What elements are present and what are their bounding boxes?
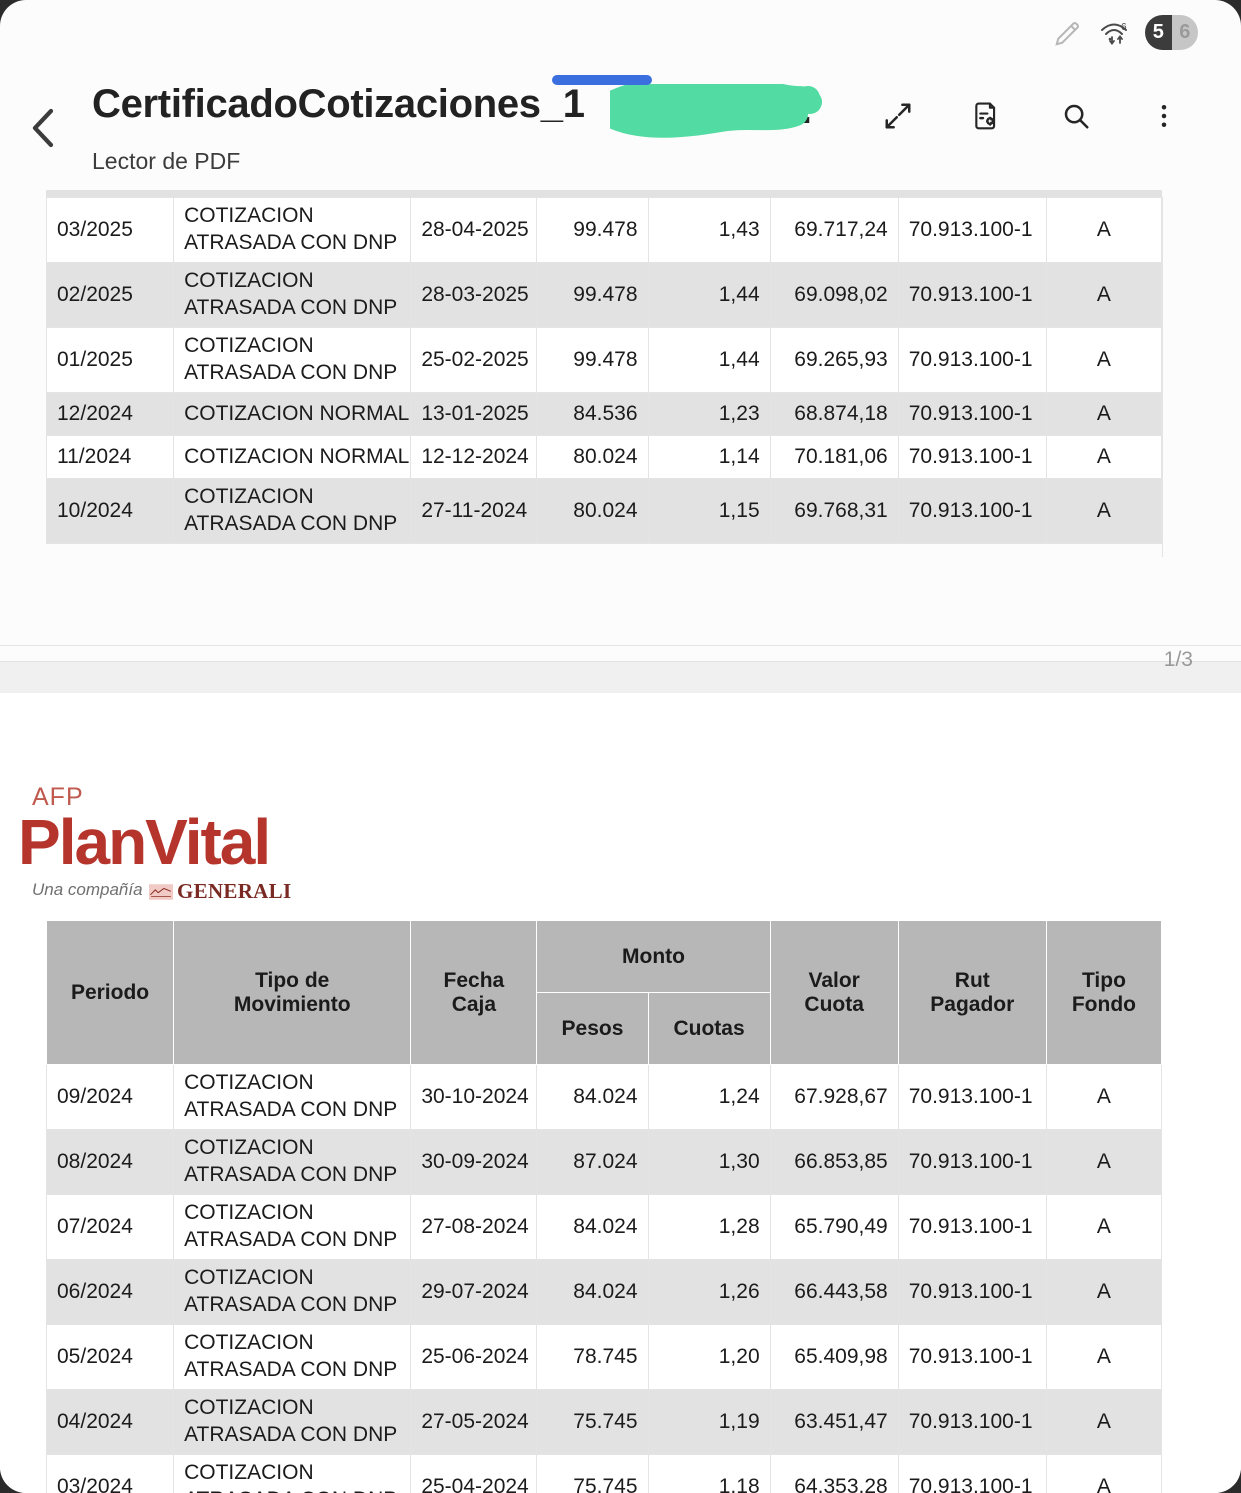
svg-text:6: 6 bbox=[1121, 22, 1127, 33]
